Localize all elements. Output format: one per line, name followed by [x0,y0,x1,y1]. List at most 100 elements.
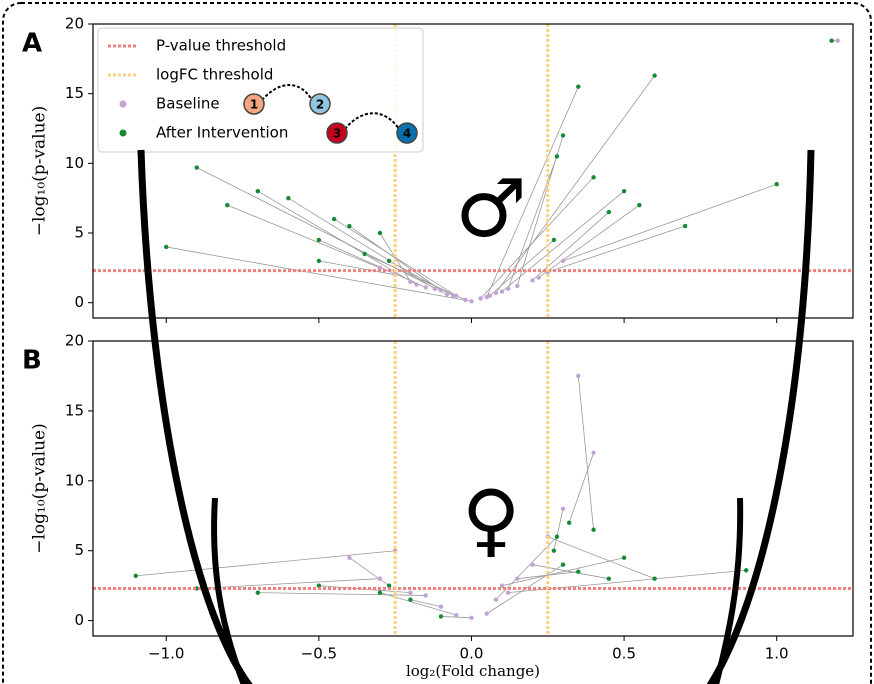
point [450,293,456,298]
point [194,165,199,170]
legend-label: logFC threshold [156,66,273,84]
point [377,265,383,271]
point [408,597,413,602]
point [835,38,840,43]
point [499,289,505,294]
point [621,555,627,560]
y-tick-label: 20 [65,332,84,350]
connector [388,260,454,297]
annotation-label: 4 [403,127,411,141]
y-tick-label: 0 [74,293,84,311]
point [347,223,352,229]
connector [501,557,625,587]
point [463,297,468,303]
y-tick-label: 5 [74,224,84,242]
point [444,292,450,297]
connector [532,211,610,281]
decor-curve [713,497,744,684]
point [554,534,560,539]
point [438,604,444,609]
sex-symbol: ♀ [462,473,521,566]
point [591,175,596,180]
connector [379,592,457,616]
point [331,216,337,222]
point [554,154,560,159]
point [454,612,459,618]
point [377,590,383,595]
connector [495,75,655,294]
y-axis-label: −log₁₀(p-value) [30,106,50,237]
point [637,202,642,208]
legend-label: After Intervention [156,124,288,142]
point [560,562,566,567]
point [499,583,505,588]
point [560,258,566,264]
connector [227,204,381,269]
legend-label: P-value threshold [156,37,286,55]
point [591,527,596,532]
decor-curve [137,149,253,684]
point [829,38,834,43]
point [682,223,688,229]
point [515,283,520,289]
connector [547,225,686,273]
point [454,293,459,298]
annotation-badge [326,122,348,144]
decor-curve [211,497,247,684]
point [505,286,511,291]
annotation-label: 2 [316,98,324,112]
y-tick-label: 15 [65,84,84,102]
point [478,296,483,301]
point [164,244,169,250]
point [652,576,657,581]
connector [379,232,411,282]
point [438,614,444,619]
x-tick-label: 0.5 [612,645,636,663]
point [362,251,367,257]
point [469,615,474,621]
point [408,590,413,595]
legend-label: Baseline [156,95,220,113]
connector [196,578,380,589]
point [515,576,520,581]
point [606,576,612,581]
x-tick-label: −0.5 [301,645,337,663]
connector [501,190,625,292]
point [566,520,572,525]
connector [507,156,558,289]
point [225,202,230,208]
x-tick-label: 1.0 [765,645,789,663]
point [743,568,749,573]
connector [410,599,442,608]
point [133,573,138,579]
point [591,450,596,456]
annotation-label: 3 [333,127,341,141]
connector [547,536,655,580]
point [652,73,657,78]
annotation-badge [396,122,418,144]
connector [577,375,594,530]
point [536,275,541,280]
y-tick-label: 5 [74,541,84,559]
annotation-badge [309,93,331,115]
connector [486,86,579,298]
point [316,258,322,264]
y-tick-label: 10 [65,154,84,172]
point [576,569,581,574]
connector [257,190,417,285]
point [469,299,474,304]
connector [196,167,448,295]
x-tick-label: −1.0 [148,645,184,663]
connector [538,204,640,278]
y-tick-label: 10 [65,471,84,489]
point [551,548,557,553]
connector [568,452,594,523]
connector [257,592,426,596]
x-axis-label: log₂(Fold change) [406,662,540,680]
point [423,285,428,290]
point [774,182,779,187]
point [255,590,261,595]
point [606,209,612,215]
connector [489,239,555,297]
